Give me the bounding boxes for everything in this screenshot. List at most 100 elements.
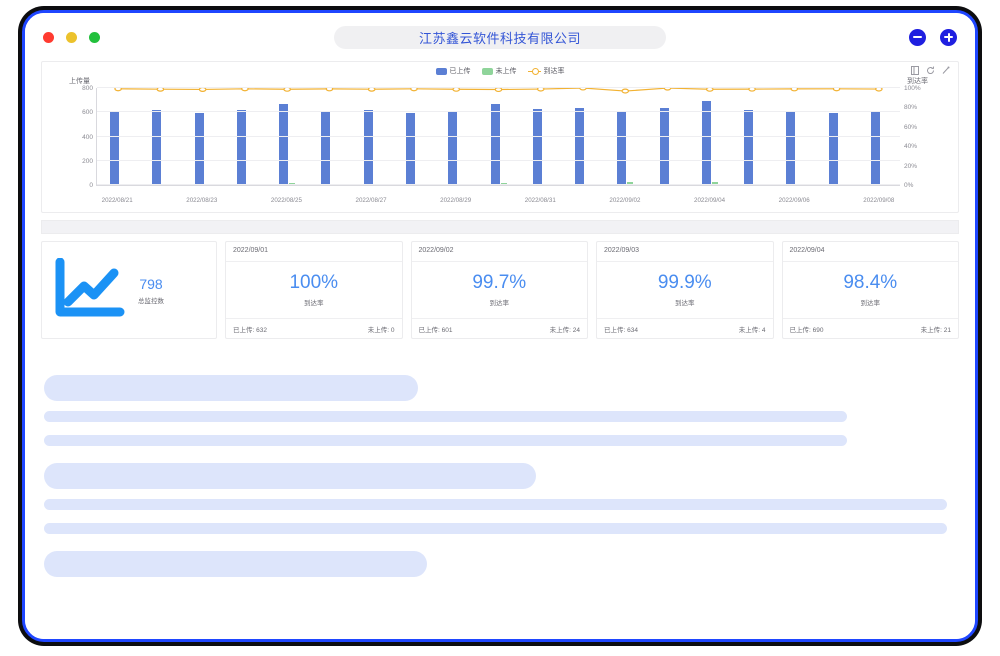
chart-bar-uploaded bbox=[321, 111, 331, 185]
chart-x-tick: 2022/08/23 bbox=[186, 197, 218, 204]
chart-bar-uploaded bbox=[279, 103, 289, 185]
chart-bar-group[interactable] bbox=[308, 88, 350, 185]
summary-card[interactable]: 798 总监控数 bbox=[41, 241, 217, 339]
upload-chart-panel: 已上传 未上传 到达率 bbox=[41, 61, 959, 213]
chart-y-tick: 0 bbox=[89, 182, 93, 189]
refresh-icon[interactable] bbox=[926, 66, 935, 75]
chart-bar-group[interactable] bbox=[393, 88, 435, 185]
chart-bar-uploaded bbox=[363, 110, 373, 185]
legend-item-uploaded[interactable]: 已上传 bbox=[435, 66, 471, 76]
maximize-window-button[interactable] bbox=[89, 31, 100, 43]
chart-y-axis-title: 上传量 bbox=[69, 78, 90, 85]
chart-bar-group[interactable] bbox=[646, 88, 688, 185]
more-options-icon[interactable] bbox=[942, 66, 950, 75]
zoom-out-button[interactable] bbox=[909, 28, 926, 46]
zoom-in-button[interactable] bbox=[940, 28, 957, 46]
stat-card[interactable]: 2022/09/02 99.7% 到达率 已上传: 601 未上传: 24 bbox=[410, 241, 588, 339]
stat-card-caption: 到达率 bbox=[489, 300, 510, 307]
chart-bar-group[interactable] bbox=[773, 88, 815, 185]
section-divider-strip bbox=[41, 220, 959, 234]
stat-card-uploaded: 已上传: 634 bbox=[604, 326, 638, 334]
summary-label: 总监控数 bbox=[138, 298, 164, 306]
loading-skeleton bbox=[41, 375, 959, 577]
line-chart-icon bbox=[54, 257, 128, 323]
legend-label-uploaded: 已上传 bbox=[449, 68, 471, 75]
chart-x-tick: 2022/08/31 bbox=[524, 197, 556, 204]
chart-plot: 0 200 400 600 800 0% 20% 40% 60% 80% 100% bbox=[82, 85, 920, 189]
stat-card-uploaded: 已上传: 632 bbox=[233, 326, 267, 334]
chart-bar-group[interactable] bbox=[477, 88, 519, 185]
chart-y-tick: 800 bbox=[82, 85, 93, 92]
chart-bar-group[interactable] bbox=[858, 88, 900, 185]
chart-bar-group[interactable] bbox=[351, 88, 393, 185]
skeleton-row bbox=[44, 499, 947, 510]
chart-x-tick: 2022/08/21 bbox=[101, 197, 133, 204]
stat-card[interactable]: 2022/09/03 99.9% 到达率 已上传: 634 未上传: 4 bbox=[596, 241, 774, 339]
chart-gridline bbox=[97, 87, 900, 88]
chart-bar-uploaded bbox=[490, 103, 500, 185]
save-image-icon[interactable] bbox=[911, 66, 919, 75]
stat-card-footer: 已上传: 634 未上传: 4 bbox=[597, 318, 773, 338]
chart-bar-group[interactable] bbox=[182, 88, 224, 185]
stat-card-uploaded: 已上传: 690 bbox=[789, 326, 824, 334]
device-screen: 江苏鑫云软件科技有限公司 已上传 未上传 到达率 bbox=[22, 10, 978, 642]
stat-card-footer: 已上传: 632 未上传: 0 bbox=[226, 318, 402, 338]
chart-bar-group[interactable] bbox=[731, 88, 773, 185]
chart-bar-uploaded bbox=[828, 112, 838, 185]
chart-bar-group[interactable] bbox=[689, 88, 731, 185]
chart-bar-uploaded bbox=[152, 110, 162, 185]
stat-card-not-uploaded: 未上传: 4 bbox=[738, 326, 766, 334]
legend-item-arrival-rate[interactable]: 到达率 bbox=[527, 66, 565, 76]
stat-card-not-uploaded: 未上传: 24 bbox=[549, 326, 580, 334]
chart-y2-axis-title: 到达率 bbox=[907, 78, 928, 85]
chart-bar-group[interactable] bbox=[224, 88, 266, 185]
chart-bar-group[interactable] bbox=[816, 88, 858, 185]
legend-label-arrival-rate: 到达率 bbox=[543, 68, 565, 75]
stat-card-not-uploaded: 未上传: 21 bbox=[920, 326, 951, 334]
stat-card-body: 100% 到达率 bbox=[226, 262, 402, 318]
chart-toolbar bbox=[911, 66, 950, 75]
chart-y2-tick: 100% bbox=[904, 85, 921, 92]
chart-bar-group[interactable] bbox=[139, 88, 181, 185]
chart-bar-group[interactable] bbox=[520, 88, 562, 185]
chart-y2-tick: 60% bbox=[904, 123, 918, 131]
skeleton-row bbox=[44, 463, 537, 489]
chart-bar-group[interactable] bbox=[435, 88, 477, 185]
legend-item-not-uploaded[interactable]: 未上传 bbox=[481, 66, 517, 76]
stat-card-caption: 到达率 bbox=[675, 300, 695, 307]
stat-card[interactable]: 2022/09/04 98.4% 到达率 已上传: 690 未上传: 21 bbox=[781, 241, 959, 339]
chart-x-axis-labels: 2022/08/21.2022/08/23.2022/08/25.2022/08… bbox=[96, 197, 900, 204]
chart-y2-tick: 20% bbox=[904, 162, 918, 170]
legend-label-not-uploaded: 未上传 bbox=[495, 68, 517, 75]
chart-bar-group[interactable] bbox=[562, 88, 604, 185]
stat-card-footer: 已上传: 690 未上传: 21 bbox=[782, 318, 958, 338]
chart-bars bbox=[97, 88, 900, 185]
chart-bar-uploaded bbox=[405, 113, 415, 185]
chart-x-tick: 2022/09/02 bbox=[609, 197, 641, 204]
chart-plot-area: 0 200 400 600 800 0% 20% 40% 60% 80% 100% 2022/08/… bbox=[42, 84, 958, 212]
chart-bar-uploaded bbox=[786, 110, 796, 185]
stat-card-date: 2022/09/03 bbox=[597, 242, 773, 262]
stat-card-value: 99.9% bbox=[657, 272, 712, 293]
stat-card-value: 99.7% bbox=[472, 272, 527, 293]
stat-card-body: 98.4% 到达率 bbox=[783, 262, 959, 318]
chart-bar-group[interactable] bbox=[97, 88, 139, 185]
minimize-window-button[interactable] bbox=[66, 31, 77, 43]
stat-card-body: 99.7% 到达率 bbox=[412, 262, 588, 318]
chart-x-tick: 2022/09/04 bbox=[694, 197, 726, 204]
stat-card[interactable]: 2022/09/01 100% 到达率 已上传: 632 未上传: 0 bbox=[225, 241, 403, 339]
close-window-button[interactable] bbox=[43, 31, 54, 43]
window-title: 江苏鑫云软件科技有限公司 bbox=[334, 25, 666, 49]
chart-bar-uploaded bbox=[659, 108, 669, 185]
chart-bar-group[interactable] bbox=[604, 88, 646, 185]
chart-bar-uploaded bbox=[701, 101, 711, 185]
chart-y-tick: 400 bbox=[82, 133, 93, 141]
stat-card-body: 99.9% 到达率 bbox=[597, 262, 773, 318]
chart-x-tick: 2022/09/08 bbox=[863, 197, 895, 204]
chart-bar-uploaded bbox=[744, 109, 754, 185]
chart-bar-group[interactable] bbox=[266, 88, 308, 185]
stat-card-value: 100% bbox=[289, 272, 339, 293]
chart-x-tick: 2022/09/06 bbox=[778, 197, 810, 204]
chart-y2-tick: 80% bbox=[904, 104, 918, 112]
chart-bar-not-uploaded bbox=[627, 182, 634, 185]
